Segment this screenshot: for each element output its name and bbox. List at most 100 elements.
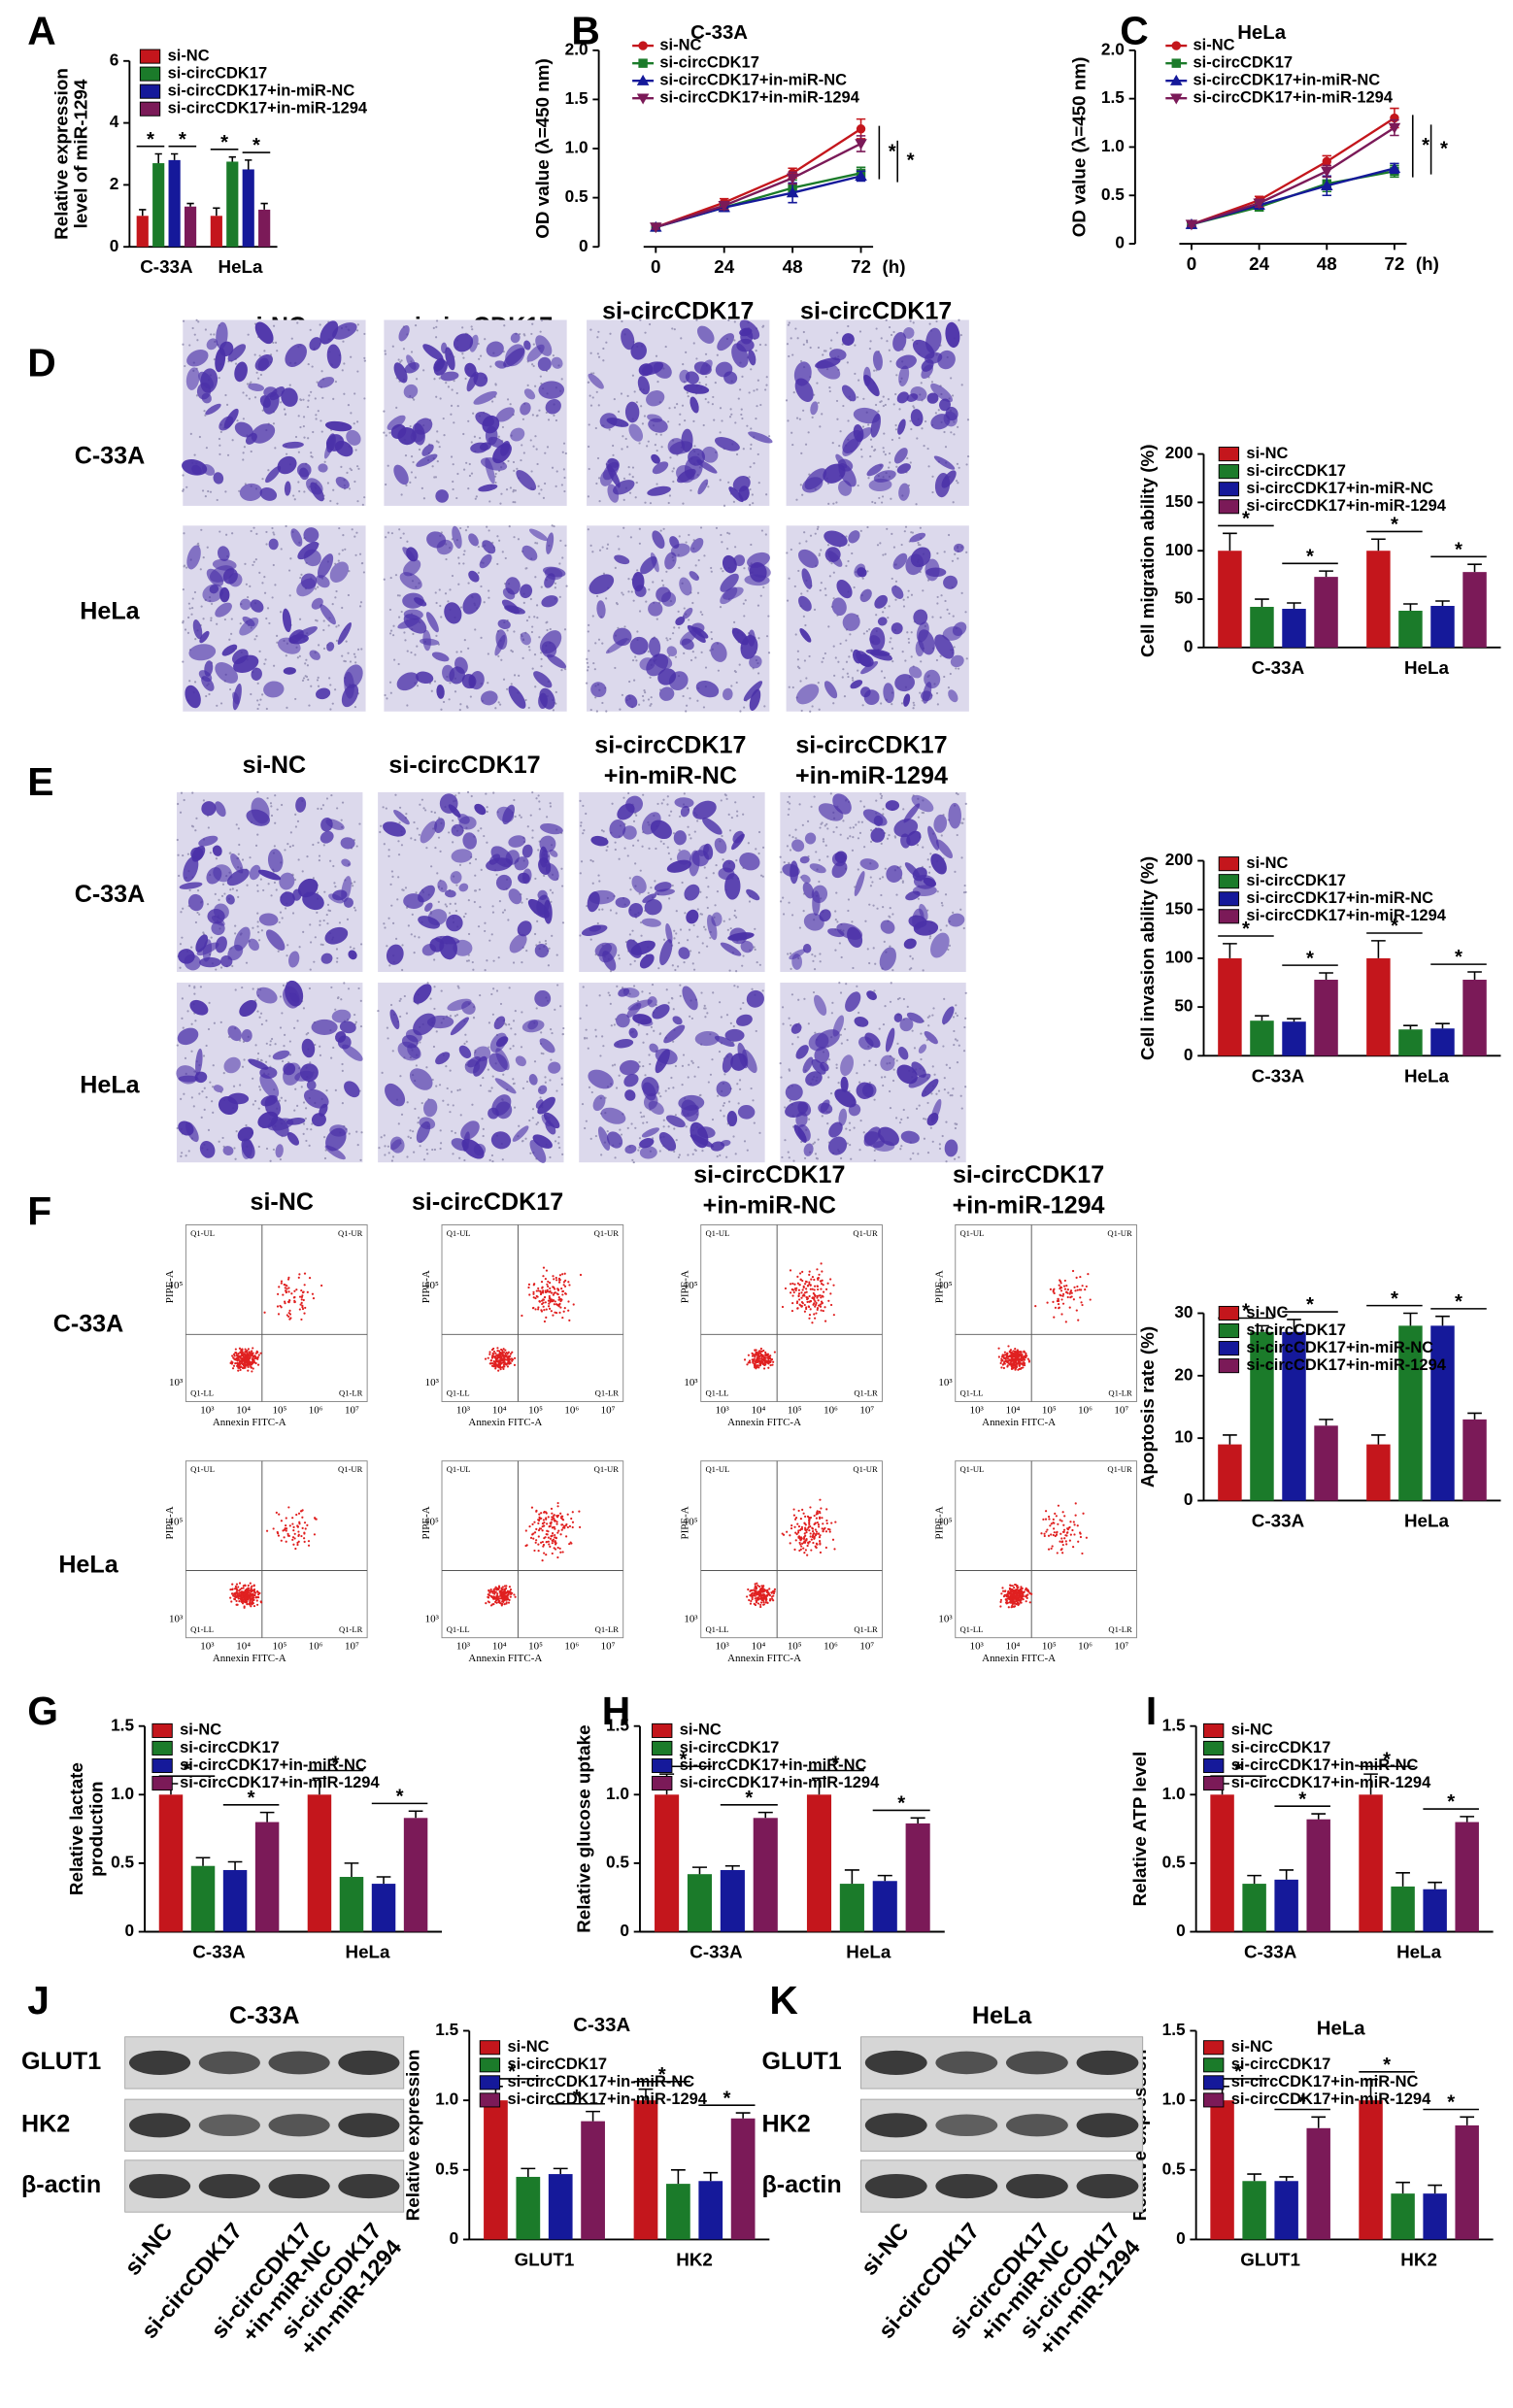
pore bbox=[668, 814, 671, 817]
pore bbox=[455, 1014, 459, 1017]
pore bbox=[510, 649, 513, 652]
cell bbox=[182, 459, 208, 476]
pore bbox=[414, 653, 417, 656]
pore bbox=[892, 546, 896, 549]
pore bbox=[754, 927, 756, 930]
pore bbox=[733, 320, 736, 323]
pore bbox=[668, 494, 672, 497]
pore bbox=[414, 324, 418, 327]
pore bbox=[670, 1076, 673, 1080]
pore bbox=[406, 1101, 409, 1104]
pore bbox=[806, 589, 809, 592]
bar bbox=[1359, 2100, 1383, 2240]
pore bbox=[612, 444, 615, 448]
pore bbox=[343, 392, 346, 395]
cell bbox=[445, 347, 455, 371]
pore bbox=[534, 576, 537, 579]
pore bbox=[882, 447, 885, 450]
cell bbox=[309, 337, 321, 351]
marker bbox=[1388, 122, 1401, 134]
pore bbox=[410, 933, 413, 936]
pore bbox=[458, 1088, 461, 1091]
pore bbox=[814, 954, 817, 957]
pore bbox=[913, 1047, 917, 1050]
pore bbox=[338, 921, 342, 924]
legend-label: si-circCDK17+in-miR-1294 bbox=[1246, 907, 1446, 924]
pore bbox=[190, 946, 193, 949]
pore bbox=[194, 1020, 197, 1022]
pore bbox=[753, 462, 756, 465]
significance-label: * bbox=[897, 1793, 905, 1815]
pore bbox=[861, 704, 864, 707]
pore bbox=[403, 994, 406, 998]
pore bbox=[794, 633, 797, 636]
pore bbox=[869, 438, 873, 441]
legend-swatch bbox=[151, 1740, 173, 1756]
pore bbox=[747, 842, 750, 845]
pore bbox=[646, 445, 649, 448]
pore bbox=[416, 827, 419, 830]
pore bbox=[555, 470, 558, 473]
pore bbox=[514, 501, 517, 504]
pore bbox=[862, 1063, 866, 1066]
pore bbox=[183, 564, 186, 567]
cell bbox=[416, 671, 434, 685]
pore bbox=[356, 1144, 359, 1147]
cell bbox=[874, 594, 888, 609]
pore bbox=[888, 325, 891, 329]
pore bbox=[219, 1020, 222, 1024]
pore bbox=[209, 852, 212, 854]
pore bbox=[177, 802, 180, 806]
pore bbox=[628, 877, 631, 880]
pore bbox=[923, 445, 925, 448]
pore bbox=[209, 490, 213, 493]
pore bbox=[269, 802, 273, 805]
pore bbox=[600, 829, 604, 832]
pore bbox=[598, 908, 601, 911]
cell bbox=[606, 418, 629, 427]
pore bbox=[271, 526, 274, 530]
pore bbox=[439, 604, 442, 608]
pore bbox=[962, 1050, 966, 1053]
pore bbox=[673, 929, 676, 932]
legend-label: si-circCDK17+in-miR-NC bbox=[1231, 2073, 1419, 2090]
error-bar bbox=[1223, 1434, 1237, 1445]
cell bbox=[909, 532, 926, 543]
cell bbox=[824, 681, 838, 699]
bar bbox=[1366, 551, 1391, 648]
pore bbox=[203, 1108, 206, 1111]
y-tick-label: 2 bbox=[110, 174, 119, 193]
pore bbox=[944, 599, 947, 603]
pore bbox=[491, 905, 494, 908]
pore bbox=[821, 413, 824, 416]
pore bbox=[356, 323, 359, 326]
marker bbox=[1169, 74, 1183, 85]
pore bbox=[789, 834, 791, 837]
pore bbox=[917, 543, 921, 547]
cell bbox=[842, 429, 863, 453]
pore bbox=[812, 959, 815, 962]
pore bbox=[922, 589, 925, 592]
cell bbox=[588, 373, 604, 389]
pore bbox=[749, 448, 753, 451]
pore bbox=[936, 703, 939, 706]
pore bbox=[891, 969, 894, 972]
pore bbox=[362, 571, 365, 574]
marker bbox=[1171, 41, 1181, 50]
pore bbox=[795, 498, 798, 501]
pore bbox=[414, 935, 417, 938]
pore bbox=[291, 844, 294, 847]
pore bbox=[865, 630, 868, 633]
pore bbox=[819, 425, 822, 428]
pore bbox=[714, 382, 717, 385]
pore bbox=[563, 476, 566, 480]
pore bbox=[298, 489, 301, 493]
pore bbox=[205, 694, 208, 698]
cell bbox=[222, 1146, 234, 1155]
cell bbox=[178, 1075, 199, 1083]
cell bbox=[866, 463, 884, 477]
significance-label: * bbox=[831, 1754, 839, 1775]
legend-label: si-circCDK17+in-miR-NC bbox=[1194, 72, 1381, 89]
bar bbox=[1314, 980, 1338, 1056]
pore bbox=[793, 585, 796, 588]
